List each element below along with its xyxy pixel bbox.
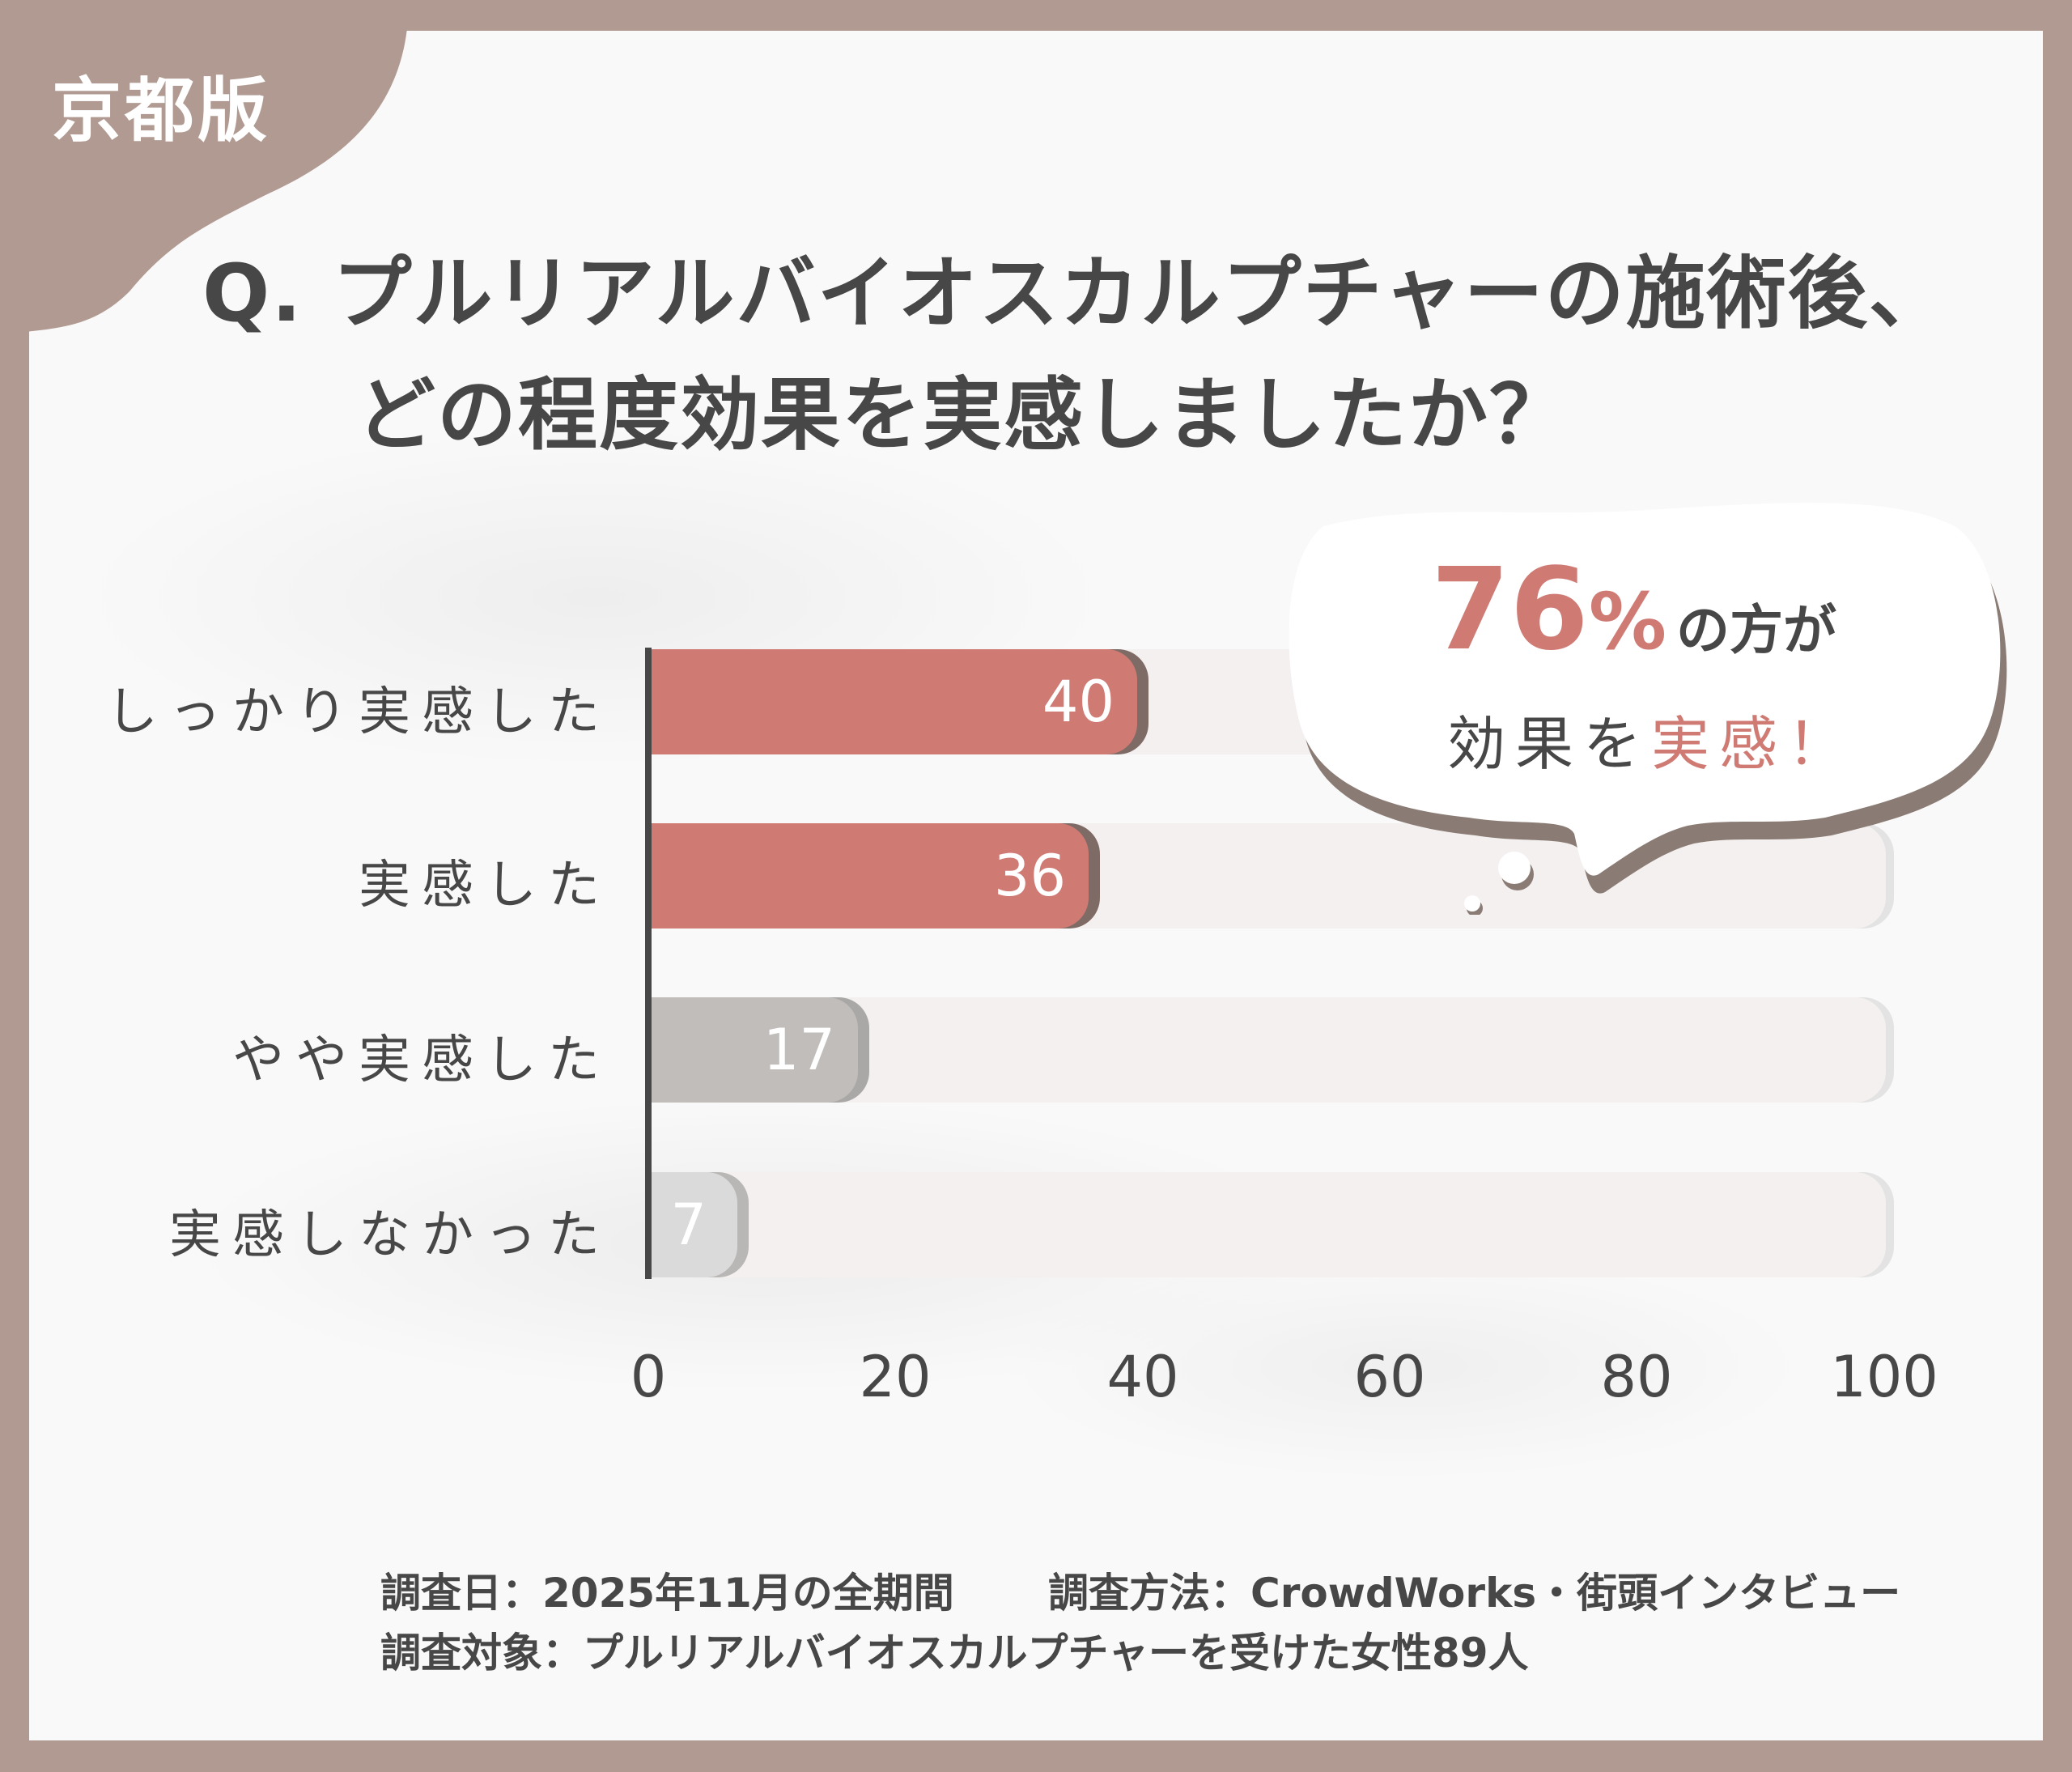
region-badge: 京都版 (52, 70, 270, 151)
category-label: やや実感した (232, 1030, 611, 1090)
category-label: 実感した (359, 856, 611, 916)
corner-badge-shape (0, 0, 409, 332)
bar-shikkari: 40 (652, 649, 1137, 754)
callout-line-1: 76% の方が (1431, 544, 1836, 676)
bar-nashi: 7 (652, 1172, 737, 1277)
x-tick: 80 (1600, 1344, 1673, 1410)
callout-prefix: 効果を (1447, 710, 1652, 778)
survey-target: 調査対象：プルリアルバイオスカルプチャーを受けた女性89人 (380, 1630, 1529, 1676)
category-label: しっかり実感した (106, 682, 611, 742)
callout-highlight: 実感！ (1651, 710, 1856, 778)
x-tick: 0 (630, 1344, 667, 1410)
bar-value: 17 (762, 1017, 835, 1083)
bar-jikkan: 36 (652, 823, 1089, 928)
title-line-1: Q. プルリアルバイオスカルプチャーの施術後、 (202, 248, 1950, 340)
bar-track (652, 1172, 1886, 1277)
x-tick: 100 (1830, 1344, 1938, 1410)
callout-suffix: の方が (1676, 599, 1837, 661)
x-tick: 20 (859, 1344, 932, 1410)
bar-value: 40 (1042, 669, 1115, 735)
question-title: Q. プルリアルバイオスカルプチャーの施術後、 どの程度効果を実感しましたか？ (202, 233, 1950, 476)
survey-method: 調査方法：CrowdWorks・街頭インタビュー (1048, 1570, 1901, 1617)
title-line-2: どの程度効果を実感しましたか？ (356, 369, 1571, 461)
callout-percent-sign: % (1588, 576, 1667, 667)
bar-value: 36 (993, 843, 1066, 909)
callout-line-2: 効果を実感！ (1447, 696, 1855, 781)
category-label: 実感しなかった (169, 1205, 611, 1265)
bar-value: 7 (670, 1192, 707, 1258)
callout-percent-number: 76 (1431, 544, 1589, 676)
x-tick: 60 (1353, 1344, 1426, 1410)
y-axis-line (645, 648, 652, 1279)
bar-yaya: 17 (652, 997, 858, 1103)
x-tick: 40 (1106, 1344, 1179, 1410)
survey-date: 調査日：2025年11月の全期間 (380, 1570, 954, 1617)
speech-bubble (1289, 503, 2007, 915)
